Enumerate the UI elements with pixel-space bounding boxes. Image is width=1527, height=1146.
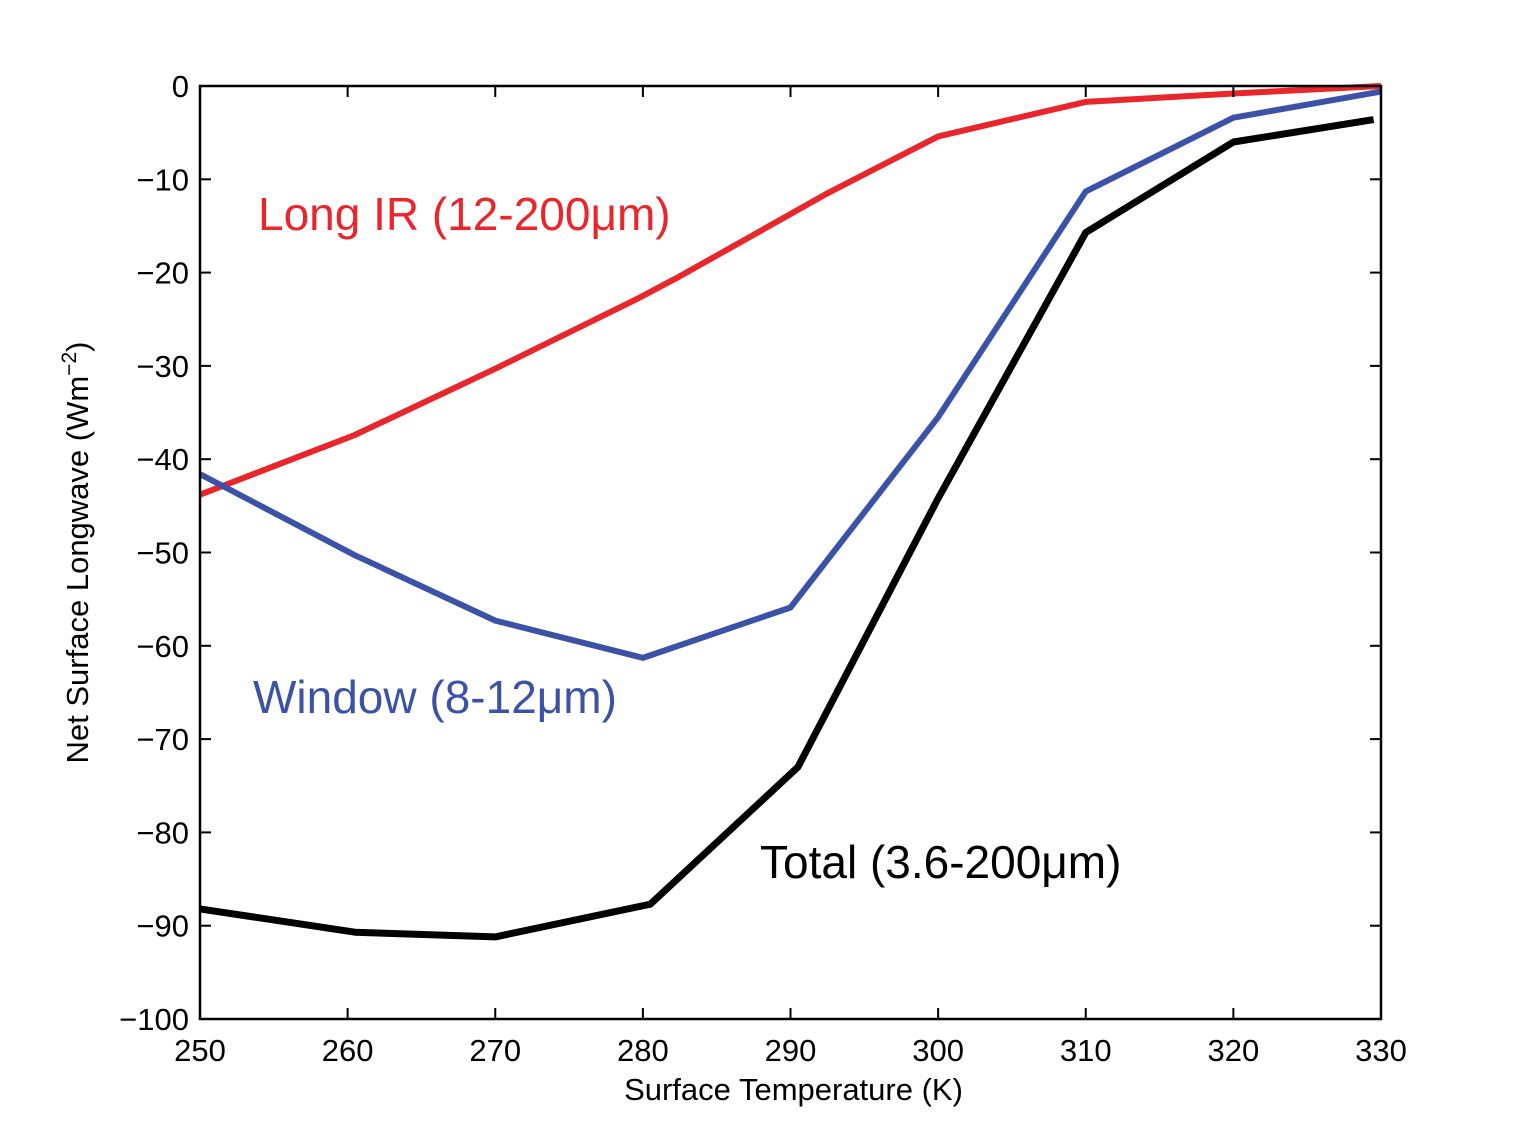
y-axis-title-close: ) — [60, 342, 95, 352]
y-tick-label: −50 — [136, 536, 189, 571]
series-line-1 — [198, 83, 1382, 498]
y-tick-label: −40 — [136, 442, 189, 477]
y-axis-title-superscript: −2 — [58, 352, 81, 376]
y-tick-label: −90 — [136, 909, 189, 944]
x-axis-title: Surface Temperature (K) — [624, 1072, 963, 1107]
y-tick-label: 0 — [172, 69, 189, 104]
y-axis-title-main: Net Surface Longwave (Wm — [60, 376, 95, 764]
x-tick-label: 250 — [174, 1033, 226, 1068]
y-tick-label: −80 — [136, 815, 189, 850]
y-tick-label: −100 — [119, 1002, 189, 1037]
x-tick-label: 290 — [765, 1033, 817, 1068]
y-tick-label: −30 — [136, 349, 189, 384]
y-tick-label: −70 — [136, 722, 189, 757]
series-labels-layer: Long IR (12-200μm) Window (8-12μm) Total (… — [253, 188, 1121, 888]
series-label-3: Total (3.6-200μm) — [760, 836, 1121, 888]
x-tick-label: 330 — [1355, 1033, 1407, 1068]
x-tick-label: 300 — [912, 1033, 964, 1068]
y-tick-label: −60 — [136, 629, 189, 664]
series-label-1: Long IR (12-200μm) — [258, 188, 671, 240]
ticks-layer: 250 260 270 280 290 300 310 320 330 0 −10 −20 −30 −40… — [119, 69, 1407, 1068]
y-tick-label: −10 — [136, 162, 189, 197]
series-line-3 — [199, 116, 1375, 941]
series-label-2: Window (8-12μm) — [253, 671, 617, 723]
x-tick-label: 270 — [469, 1033, 521, 1068]
series-line-2 — [198, 88, 1382, 661]
x-tick-label: 320 — [1208, 1033, 1260, 1068]
x-tick-label: 310 — [1060, 1033, 1112, 1068]
y-tick-label: −20 — [136, 256, 189, 291]
x-tick-label: 260 — [322, 1033, 374, 1068]
x-tick-label: 280 — [617, 1033, 669, 1068]
series-layer — [198, 83, 1382, 941]
y-axis-title: Net Surface Longwave (Wm−2) — [58, 342, 95, 764]
